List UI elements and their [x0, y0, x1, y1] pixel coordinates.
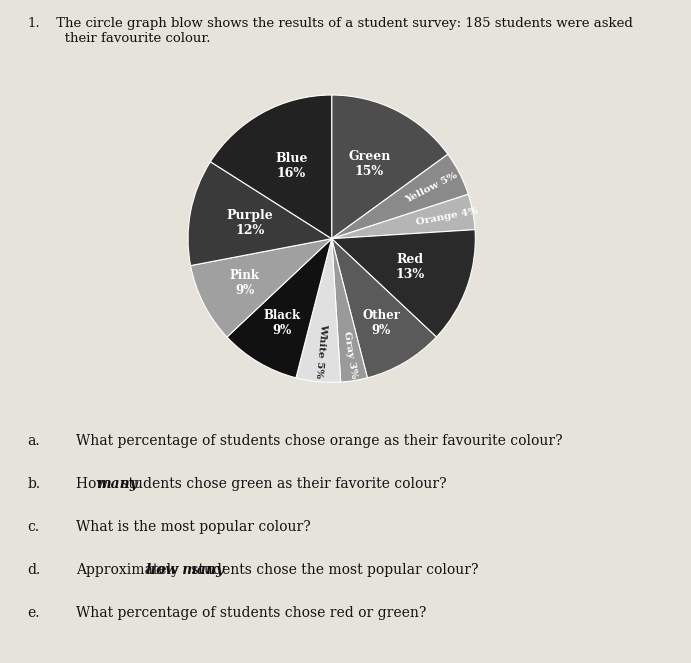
Text: What percentage of students chose orange as their favourite colour?: What percentage of students chose orange… — [76, 434, 562, 448]
Text: many: many — [96, 477, 138, 491]
Wedge shape — [210, 95, 332, 239]
Wedge shape — [227, 239, 332, 378]
Text: a.: a. — [28, 434, 40, 448]
Text: Black
9%: Black 9% — [263, 309, 301, 337]
Text: b.: b. — [28, 477, 41, 491]
Text: Approximately: Approximately — [76, 563, 183, 577]
Text: e.: e. — [28, 606, 40, 621]
Text: c.: c. — [28, 520, 40, 534]
Wedge shape — [191, 239, 332, 337]
Text: Orange 4%: Orange 4% — [415, 206, 479, 227]
Text: how many: how many — [146, 563, 224, 577]
Text: White 5%: White 5% — [314, 322, 328, 378]
Wedge shape — [188, 162, 332, 266]
Wedge shape — [332, 239, 437, 378]
Wedge shape — [332, 95, 448, 239]
Text: students chose green as their favorite colour?: students chose green as their favorite c… — [117, 477, 446, 491]
Text: The circle graph blow shows the results of a student survey: 185 students were a: The circle graph blow shows the results … — [52, 17, 633, 44]
Text: Purple
12%: Purple 12% — [227, 209, 273, 237]
Text: Red
13%: Red 13% — [395, 253, 425, 281]
Wedge shape — [332, 229, 475, 337]
Wedge shape — [332, 154, 468, 239]
Wedge shape — [332, 194, 475, 239]
Text: What is the most popular colour?: What is the most popular colour? — [76, 520, 311, 534]
Text: Other
9%: Other 9% — [362, 309, 400, 337]
Text: d.: d. — [28, 563, 41, 577]
Wedge shape — [332, 239, 368, 382]
Text: Green
15%: Green 15% — [348, 151, 390, 178]
Text: How: How — [76, 477, 113, 491]
Text: students chose the most popular colour?: students chose the most popular colour? — [187, 563, 479, 577]
Text: Pink
9%: Pink 9% — [229, 269, 260, 297]
Wedge shape — [296, 239, 341, 383]
Text: Gray 3%: Gray 3% — [342, 331, 358, 379]
Text: Yellow 5%: Yellow 5% — [404, 171, 459, 205]
Text: Blue
16%: Blue 16% — [275, 152, 307, 180]
Text: What percentage of students chose red or green?: What percentage of students chose red or… — [76, 606, 426, 621]
Text: 1.: 1. — [28, 17, 40, 30]
